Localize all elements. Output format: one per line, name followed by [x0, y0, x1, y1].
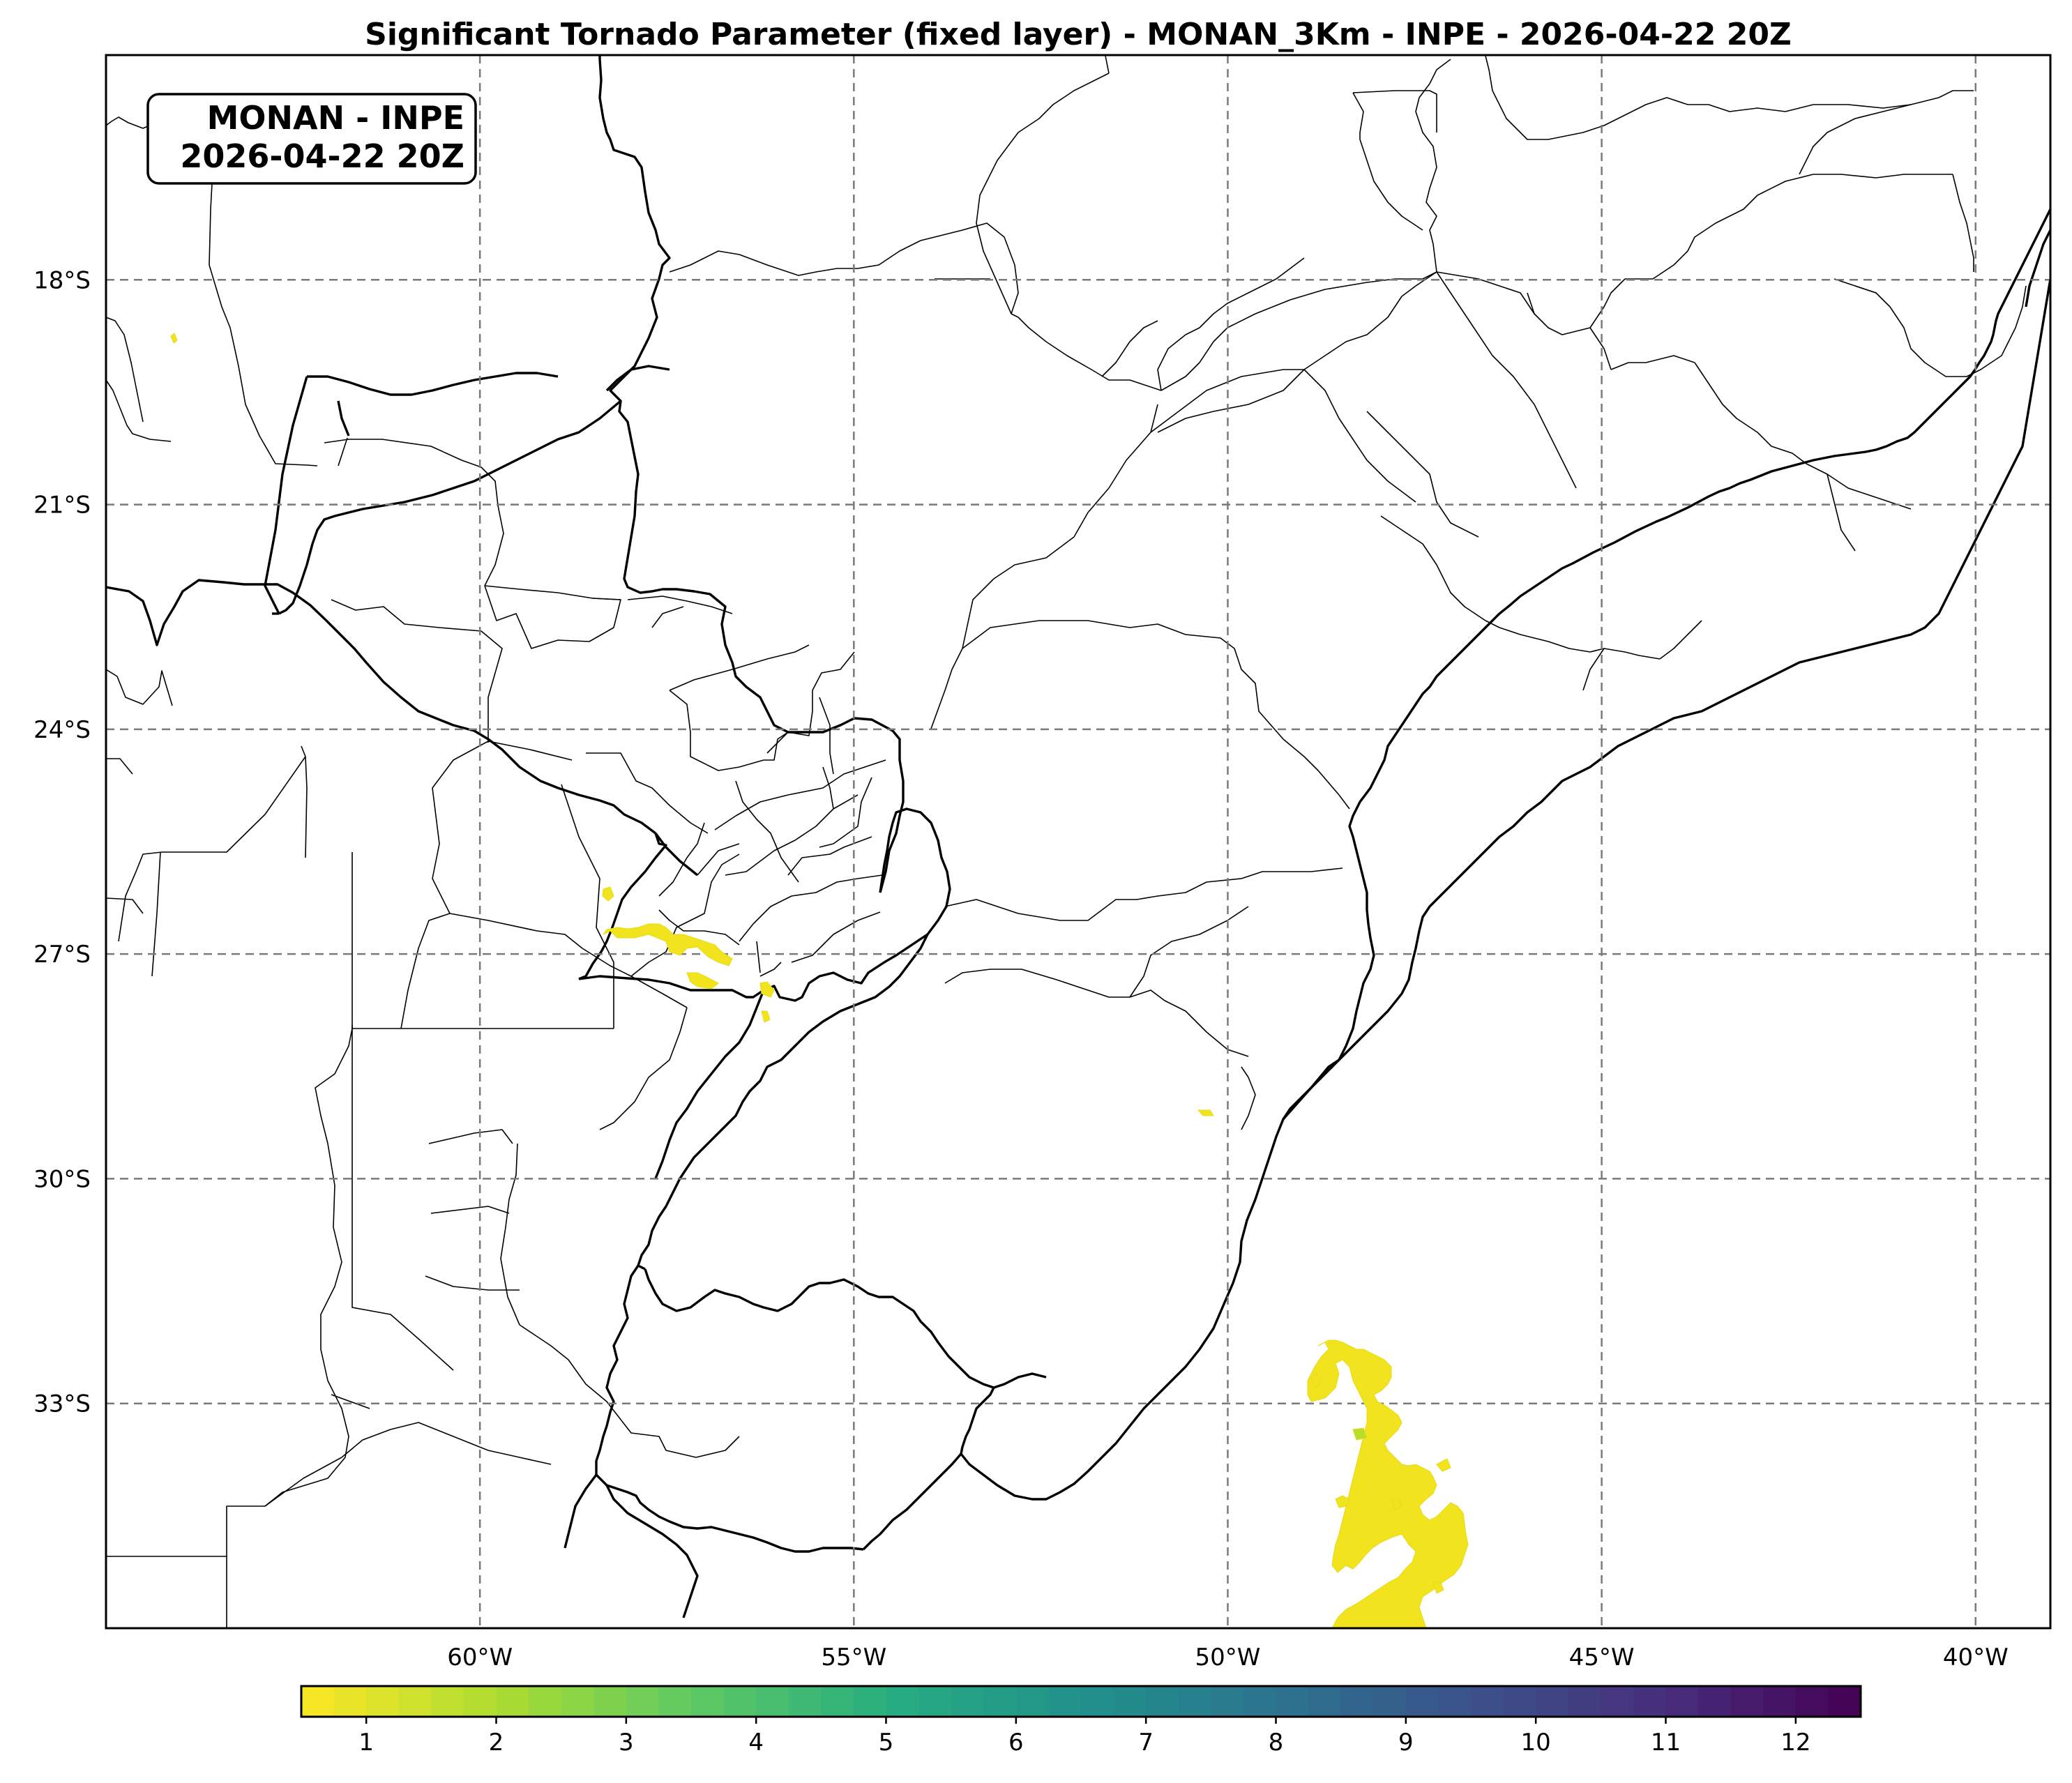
colorbar-segment — [1211, 1686, 1244, 1717]
colorbar-segment — [1048, 1686, 1082, 1717]
map-area — [105, 54, 2052, 1630]
colorbar-tick-labels: 1 2 3 4 5 6 7 8 9 10 11 12 — [358, 1717, 1810, 1757]
colorbar-segment — [1081, 1686, 1114, 1717]
colorbar-segment — [983, 1686, 1017, 1717]
colorbar-segment — [691, 1686, 725, 1717]
colorbar-segment — [821, 1686, 854, 1717]
lat-tick-label: 30°S — [33, 1165, 91, 1193]
colorbar-segment — [853, 1686, 887, 1717]
stp-shading — [170, 333, 1469, 1628]
state-borders — [106, 55, 2027, 1628]
colorbar-segment — [1503, 1686, 1536, 1717]
colorbar: 1 2 3 4 5 6 7 8 9 10 11 12 — [300, 1685, 1862, 1757]
colorbar-segment — [886, 1686, 919, 1717]
lat-tick-label: 21°S — [33, 492, 91, 519]
colorbar-segment — [1146, 1686, 1179, 1717]
colorbar-segment — [593, 1686, 627, 1717]
latitude-tick-labels: 18°S 21°S 24°S 27°S 30°S 33°S — [33, 266, 91, 1418]
colorbar-tick-label: 11 — [1651, 1729, 1681, 1757]
colorbar-segment — [1730, 1686, 1764, 1717]
badge-line-1: MONAN - INPE — [207, 99, 464, 137]
colorbar-tick-label: 4 — [748, 1729, 764, 1757]
colorbar-segment — [1405, 1686, 1439, 1717]
colorbar-gradient — [301, 1686, 1861, 1717]
colorbar-segment — [756, 1686, 789, 1717]
colorbar-segment — [1276, 1686, 1309, 1717]
colorbar-segment — [788, 1686, 822, 1717]
lon-tick-label: 45°W — [1569, 1644, 1635, 1671]
colorbar-segment — [1471, 1686, 1504, 1717]
colorbar-segment — [1308, 1686, 1342, 1717]
colorbar-tick-label: 10 — [1521, 1729, 1551, 1757]
info-badge: MONAN - INPE 2026-04-22 20Z — [146, 93, 477, 185]
lon-tick-label: 40°W — [1943, 1644, 2009, 1671]
colorbar-segment — [463, 1686, 497, 1717]
colorbar-segment — [1698, 1686, 1732, 1717]
colorbar-segment — [1633, 1686, 1667, 1717]
coastline — [1282, 208, 2050, 1121]
colorbar-segment — [1536, 1686, 1569, 1717]
colorbar-segment — [1438, 1686, 1472, 1717]
colorbar-segment — [1113, 1686, 1147, 1717]
colorbar-tick-label: 7 — [1138, 1729, 1154, 1757]
map-frame — [105, 54, 2052, 1630]
colorbar-segment — [1340, 1686, 1374, 1717]
colorbar-tick-label: 12 — [1780, 1729, 1810, 1757]
colorbar-segment — [1015, 1686, 1050, 1717]
lon-tick-label: 55°W — [821, 1644, 886, 1671]
colorbar-segment — [398, 1686, 432, 1717]
colorbar-tick-label: 5 — [879, 1729, 894, 1757]
colorbar-tick-label: 6 — [1008, 1729, 1024, 1757]
colorbar-segment — [951, 1686, 984, 1717]
lon-tick-label: 50°W — [1195, 1644, 1261, 1671]
lat-tick-label: 24°S — [33, 716, 91, 744]
colorbar-tick-label: 3 — [619, 1729, 634, 1757]
colorbar-frame — [300, 1685, 1862, 1718]
colorbar-segment — [529, 1686, 562, 1717]
colorbar-segment — [496, 1686, 529, 1717]
country-borders — [106, 55, 2050, 1618]
colorbar-segment — [1795, 1686, 1829, 1717]
colorbar-segment — [561, 1686, 594, 1717]
lat-tick-label: 27°S — [33, 941, 91, 969]
colorbar-segment — [723, 1686, 757, 1717]
map-title: Significant Tornado Parameter (fixed lay… — [365, 17, 1792, 52]
colorbar-segment — [1763, 1686, 1797, 1717]
colorbar-segment — [1373, 1686, 1407, 1717]
colorbar-segment — [918, 1686, 952, 1717]
colorbar-segment — [1601, 1686, 1634, 1717]
lat-tick-label: 18°S — [33, 266, 91, 294]
colorbar-tick-label: 9 — [1398, 1729, 1414, 1757]
lon-tick-label: 60°W — [447, 1644, 513, 1671]
colorbar-segment — [431, 1686, 464, 1717]
colorbar-segment — [1568, 1686, 1601, 1717]
colorbar-segment — [1178, 1686, 1211, 1717]
colorbar-segment — [333, 1686, 367, 1717]
colorbar-segment — [301, 1686, 335, 1717]
badge-line-2: 2026-04-22 20Z — [180, 137, 464, 175]
colorbar-tick-label: 8 — [1269, 1729, 1284, 1757]
colorbar-tick-label: 2 — [489, 1729, 504, 1757]
colorbar-segment — [1828, 1686, 1861, 1717]
colorbar-segment — [366, 1686, 400, 1717]
colorbar-segment — [1665, 1686, 1699, 1717]
longitude-tick-labels: 60°W 55°W 50°W 45°W 40°W — [447, 1644, 2009, 1671]
colorbar-tick-label: 1 — [358, 1729, 374, 1757]
colorbar-segment — [1243, 1686, 1277, 1717]
colorbar-segment — [626, 1686, 660, 1717]
gridlines — [106, 55, 2050, 1628]
colorbar-segment — [658, 1686, 692, 1717]
lat-tick-label: 33°S — [33, 1390, 91, 1418]
